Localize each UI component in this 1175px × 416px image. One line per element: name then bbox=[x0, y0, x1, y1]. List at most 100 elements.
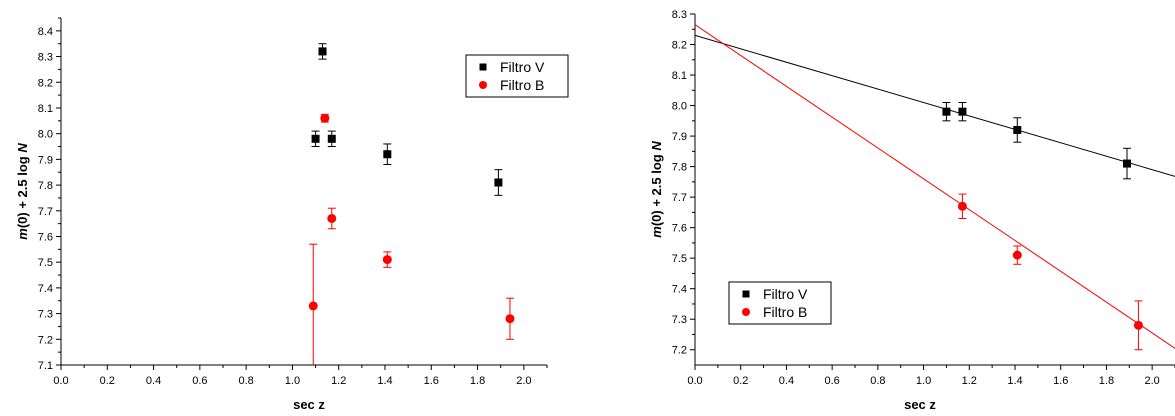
y-tick-label: 7.3 bbox=[672, 314, 687, 326]
x-tick-label: 1.0 bbox=[916, 375, 931, 387]
x-tick-label: 0.4 bbox=[146, 375, 161, 387]
y-axis-label-part: N bbox=[15, 143, 30, 153]
y-axis-label: m(0) + 2.5 log N bbox=[649, 141, 664, 238]
circle-marker bbox=[505, 314, 515, 324]
square-marker bbox=[383, 150, 392, 159]
legend-circle-icon bbox=[479, 81, 487, 89]
data-point-filtro-v bbox=[383, 143, 392, 166]
x-tick-label: 0.0 bbox=[53, 375, 68, 387]
y-tick-label: 7.2 bbox=[38, 334, 53, 346]
y-tick-label: 7.8 bbox=[672, 162, 687, 174]
y-axis-label-part: N bbox=[649, 141, 664, 151]
y-tick-label: 7.6 bbox=[38, 231, 53, 243]
square-marker bbox=[1123, 159, 1131, 168]
circle-marker bbox=[327, 213, 337, 223]
x-tick-label: 0.0 bbox=[687, 375, 702, 387]
y-tick-label: 7.3 bbox=[38, 309, 53, 321]
fit-line-filtro-v bbox=[695, 34, 1175, 177]
y-axis-label-part: (0) + 2.5 log bbox=[649, 151, 664, 227]
x-tick-label: 1.0 bbox=[285, 375, 300, 387]
legend-square-icon bbox=[742, 290, 750, 298]
circle-marker bbox=[1133, 320, 1143, 330]
y-tick-label: 7.4 bbox=[672, 284, 687, 296]
y-tick-label: 7.7 bbox=[672, 192, 687, 204]
x-tick-label: 0.4 bbox=[779, 375, 794, 387]
x-axis-label: sec z bbox=[293, 397, 325, 412]
data-point-filtro-b bbox=[1133, 300, 1143, 351]
square-marker bbox=[942, 107, 951, 116]
legend-label: Filtro B bbox=[500, 77, 544, 93]
y-tick-label: 7.2 bbox=[672, 345, 687, 357]
y-tick-label: 7.5 bbox=[672, 253, 687, 265]
data-point-filtro-v bbox=[311, 130, 320, 148]
x-tick-label: 0.2 bbox=[733, 375, 748, 387]
circle-marker bbox=[382, 255, 392, 265]
data-point-filtro-v bbox=[958, 102, 967, 122]
chart-2: 0.0 0.2 0.4 0.6 0.8 1.0 1.2 1.4 1.6 1.8 2.0 7.2 7.3 7… bbox=[649, 9, 1175, 412]
square-marker bbox=[494, 178, 503, 187]
y-tick-label: 8.1 bbox=[38, 103, 53, 115]
plot-area bbox=[695, 24, 1175, 351]
data-point-filtro-b bbox=[505, 297, 515, 340]
data-point-filtro-b bbox=[957, 193, 967, 219]
y-tick-label: 7.7 bbox=[38, 206, 53, 218]
data-point-filtro-v bbox=[318, 43, 327, 60]
data-point-filtro-b bbox=[320, 113, 330, 123]
x-tick-label: 1.4 bbox=[377, 375, 392, 387]
fit-line-filtro-b bbox=[695, 24, 1175, 349]
circle-marker bbox=[320, 113, 330, 123]
y-tick-label: 7.8 bbox=[38, 180, 53, 192]
y-tick-label: 8.1 bbox=[672, 70, 687, 82]
legend-label: Filtro V bbox=[500, 59, 545, 75]
x-axis-label: sec z bbox=[904, 397, 936, 412]
y-tick-label: 7.4 bbox=[38, 283, 53, 295]
data-point-filtro-v bbox=[1013, 117, 1022, 143]
y-tick-label: 8.2 bbox=[38, 77, 53, 89]
legend-square-icon bbox=[479, 63, 487, 71]
legend: Filtro V Filtro B bbox=[465, 54, 569, 98]
legend-label: Filtro V bbox=[763, 286, 808, 302]
x-tick-label: 1.4 bbox=[1007, 375, 1022, 387]
y-tick-label: 8.3 bbox=[38, 52, 53, 64]
data-point-filtro-v bbox=[494, 169, 503, 196]
legend-box bbox=[465, 54, 569, 98]
y-tick-label: 7.1 bbox=[38, 360, 53, 372]
x-tick-label: 0.8 bbox=[238, 375, 253, 387]
square-marker bbox=[318, 47, 327, 56]
data-point-filtro-b bbox=[1012, 245, 1022, 265]
y-tick-label: 8.0 bbox=[672, 101, 687, 113]
circle-marker bbox=[1012, 250, 1022, 260]
square-marker bbox=[958, 107, 967, 116]
x-tick-label: 1.6 bbox=[424, 375, 439, 387]
x-tick-label: 0.6 bbox=[824, 375, 839, 387]
x-tick-label: 0.8 bbox=[870, 375, 885, 387]
data-point-filtro-b bbox=[308, 243, 318, 365]
data-point-filtro-b bbox=[382, 251, 392, 268]
y-tick-label: 8.2 bbox=[672, 40, 687, 52]
y-tick-label: 7.9 bbox=[672, 131, 687, 143]
x-tick-label: 1.2 bbox=[962, 375, 977, 387]
x-tick-label: 0.2 bbox=[100, 375, 115, 387]
circle-marker bbox=[957, 201, 967, 211]
y-tick-label: 8.4 bbox=[38, 26, 53, 38]
y-tick-label: 7.6 bbox=[672, 223, 687, 235]
y-tick-label: 7.9 bbox=[38, 154, 53, 166]
legend-label: Filtro B bbox=[763, 304, 807, 320]
x-tick-label: 1.6 bbox=[1053, 375, 1068, 387]
x-tick-label: 2.0 bbox=[1144, 375, 1159, 387]
x-tick-label: 1.8 bbox=[470, 375, 485, 387]
y-axis-label-part: m bbox=[649, 226, 664, 238]
y-axis-label-part: m bbox=[15, 228, 30, 240]
data-point-filtro-v bbox=[327, 130, 336, 148]
y-axis-label-part: (0) + 2.5 log bbox=[15, 153, 30, 229]
data-point-filtro-v bbox=[1123, 147, 1131, 180]
plot-area bbox=[308, 43, 515, 365]
square-marker bbox=[311, 134, 320, 143]
circle-marker bbox=[308, 301, 318, 311]
x-tick-label: 0.6 bbox=[192, 375, 207, 387]
x-tick-label: 1.2 bbox=[331, 375, 346, 387]
legend-circle-icon bbox=[742, 308, 750, 316]
y-tick-label: 8.0 bbox=[38, 129, 53, 141]
square-marker bbox=[1013, 125, 1022, 134]
